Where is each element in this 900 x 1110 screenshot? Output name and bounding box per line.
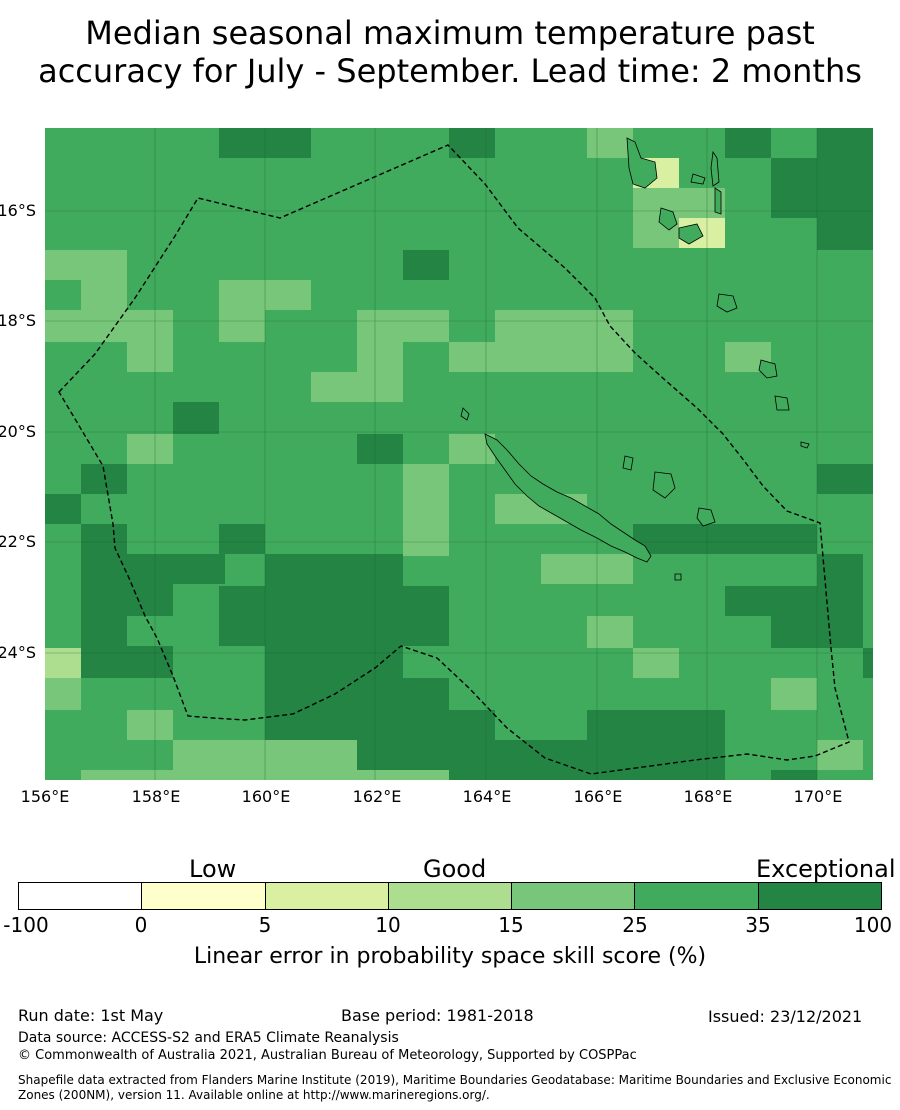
skill-grid-cells bbox=[45, 128, 873, 780]
skill-map-svg bbox=[45, 128, 873, 780]
colorbar-header-exceptional: Exceptional bbox=[756, 855, 896, 883]
lon-tick-166e: 166°E bbox=[573, 787, 623, 806]
colorbar-segment bbox=[388, 883, 513, 909]
data-source: Data source: ACCESS-S2 and ERA5 Climate … bbox=[18, 1030, 399, 1046]
colorbar-header-good: Good bbox=[423, 855, 487, 883]
lat-tick-22s: 22°S bbox=[0, 532, 36, 551]
vanuatu-erromango bbox=[716, 293, 738, 313]
cells-good bbox=[45, 128, 863, 780]
loyalty-mare bbox=[696, 507, 716, 527]
vanuatu-efate bbox=[678, 223, 704, 245]
shapefile-credit: Shapefile data extracted from Flanders M… bbox=[18, 1073, 892, 1102]
colorbar-tick: 100 bbox=[853, 913, 893, 937]
lon-tick-156e: 156°E bbox=[20, 787, 70, 806]
loyalty-lifou bbox=[652, 471, 676, 499]
lon-tick-170e: 170°E bbox=[793, 787, 843, 806]
new-caledonia-outline bbox=[484, 433, 652, 563]
colorbar-segment bbox=[19, 883, 143, 909]
colorbar-tick: 35 bbox=[745, 913, 771, 937]
vanuatu-north bbox=[710, 150, 720, 187]
base-period: Base period: 1981-2018 bbox=[341, 1006, 534, 1025]
lon-tick-164e: 164°E bbox=[462, 787, 512, 806]
issued-date: Issued: 23/12/2021 bbox=[708, 1007, 863, 1026]
colorbar-header-low: Low bbox=[189, 855, 237, 883]
vanuatu-tanna bbox=[758, 359, 778, 379]
colorbar-tick: 15 bbox=[498, 913, 524, 937]
colorbar-tick: 5 bbox=[258, 913, 272, 937]
island-small-1 bbox=[800, 441, 810, 449]
title-line-2: accuracy for July - September. Lead time… bbox=[38, 52, 862, 90]
map-title: Median seasonal maximum temperature past… bbox=[0, 14, 900, 90]
run-date: Run date: 1st May bbox=[18, 1006, 164, 1025]
lon-tick-162e: 162°E bbox=[352, 787, 402, 806]
colorbar-segment bbox=[512, 883, 636, 909]
island-small-3 bbox=[460, 407, 470, 421]
lat-tick-20s: 20°S bbox=[0, 422, 36, 441]
lon-tick-160e: 160°E bbox=[241, 787, 291, 806]
lat-tick-24s: 24°S bbox=[0, 643, 36, 662]
eez-boundary bbox=[58, 144, 850, 775]
skill-map bbox=[45, 128, 873, 780]
vanuatu-south bbox=[774, 395, 790, 411]
copyright: © Commonwealth of Australia 2021, Austra… bbox=[18, 1048, 637, 1063]
vanuatu-santo bbox=[626, 137, 658, 189]
colorbar-tick: 0 bbox=[134, 913, 148, 937]
lon-tick-158e: 158°E bbox=[131, 787, 181, 806]
colorbar-tick: 25 bbox=[622, 913, 648, 937]
colorbar-tick: 10 bbox=[375, 913, 401, 937]
colorbar-segment bbox=[142, 883, 266, 909]
cells-exceptional bbox=[45, 128, 873, 780]
colorbar-tick: -100 bbox=[3, 913, 49, 937]
colorbar-segment bbox=[635, 883, 759, 909]
vanuatu-ambrym bbox=[690, 173, 706, 185]
colorbar-segment bbox=[758, 883, 881, 909]
lon-tick-168e: 168°E bbox=[683, 787, 733, 806]
colorbar bbox=[18, 882, 882, 910]
island-small-2 bbox=[674, 573, 682, 581]
colorbar-segment bbox=[265, 883, 389, 909]
cell-light bbox=[45, 648, 81, 678]
lat-tick-18s: 18°S bbox=[0, 311, 36, 330]
vanuatu-malekula bbox=[658, 207, 678, 231]
loyalty-ouvea bbox=[622, 455, 634, 471]
coastlines bbox=[460, 137, 810, 581]
vanuatu-pentecost bbox=[714, 187, 722, 215]
title-line-1: Median seasonal maximum temperature past bbox=[85, 14, 815, 52]
lat-tick-16s: 16°S bbox=[0, 201, 36, 220]
graticule bbox=[45, 128, 873, 780]
colorbar-label: Linear error in probability space skill … bbox=[193, 944, 707, 969]
